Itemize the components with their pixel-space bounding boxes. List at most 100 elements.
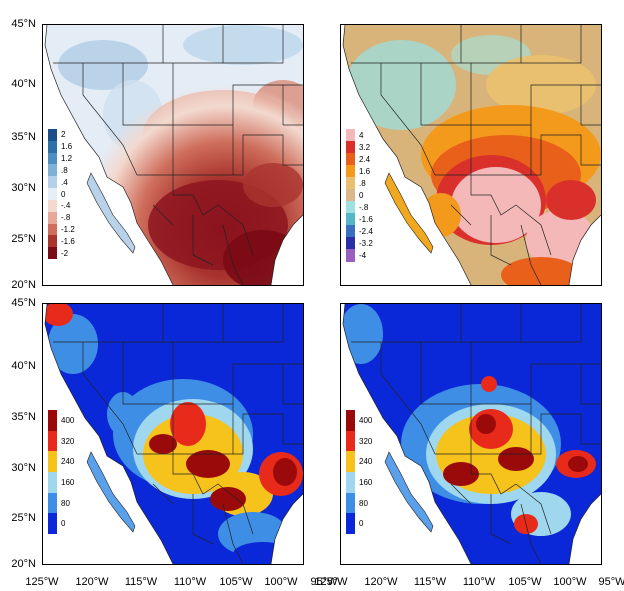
lon-label-125w-right: 125°W [314, 576, 348, 588]
map-panel-top-right: 4 3.2 2.4 1.6 .8 0 -.8 -1.6 -2.4 -3.2 -4 [340, 24, 602, 286]
colorbar-label-top-left-0: 2 [61, 130, 66, 140]
colorbar-label-top-left-5: 0 [61, 189, 66, 199]
state-borders-bottom-right [342, 304, 601, 564]
colorbar-label-bottom-right-1: 320 [359, 436, 373, 446]
state-borders-top-left [44, 25, 303, 285]
colorbar-swatch-top-left-10 [48, 247, 57, 260]
colorbar-label-top-left-4: .4 [61, 177, 68, 187]
colorbar-label-bottom-left-1: 320 [61, 436, 75, 446]
colorbar-bottom-right: 400 320 240 160 80 0 [346, 410, 378, 535]
lat-label-20n-bottom: 20°N [11, 558, 36, 570]
map-panel-bottom-left: 400 320 240 160 80 0 [42, 303, 304, 565]
colorbar-label-bottom-left-5: 0 [61, 519, 66, 529]
baja-peninsula-bottom-left [86, 451, 136, 533]
lon-label-125w: 125°W [25, 576, 59, 588]
lon-label-105w-right: 105°W [508, 576, 542, 588]
lon-label-100w: 100°W [264, 576, 298, 588]
lon-label-120w: 120°W [75, 576, 109, 588]
colorbar-swatch-bottom-left-3 [48, 472, 57, 494]
lon-label-115w: 115°W [124, 576, 158, 588]
baja-peninsula-bottom-right [384, 451, 434, 533]
colorbar-swatch-top-left-5 [48, 188, 57, 201]
colorbar-swatch-bottom-right-2 [346, 451, 355, 473]
lat-label-25n-bottom: 25°N [11, 512, 36, 524]
lat-label-40n-top: 40°N [11, 78, 36, 90]
colorbar-swatch-top-right-2 [346, 153, 355, 166]
map-panel-bottom-right: 400 320 240 160 80 0 [340, 303, 602, 565]
colorbar-label-top-right-1: 3.2 [359, 142, 371, 152]
colorbar-swatch-bottom-right-3 [346, 472, 355, 494]
colorbar-swatch-top-left-7 [48, 211, 57, 225]
lon-label-100w-right: 100°W [553, 576, 587, 588]
colorbar-label-top-right-10: -4 [359, 250, 367, 260]
state-borders-bottom-left [44, 304, 303, 564]
colorbar-swatch-top-left-9 [48, 235, 57, 248]
colorbar-swatch-top-left-0 [48, 129, 57, 142]
colorbar-label-bottom-right-5: 0 [359, 519, 364, 529]
lon-label-120w-right: 120°W [364, 576, 398, 588]
colorbar-label-top-right-0: 4 [359, 130, 364, 140]
colorbar-swatch-top-right-4 [346, 177, 355, 190]
colorbar-label-top-left-10: -2 [61, 248, 69, 258]
colorbar-label-top-left-8: -1.2 [61, 224, 75, 234]
colorbar-label-top-right-6: -.8 [359, 202, 369, 212]
lat-label-45n-top: 45°N [11, 18, 36, 30]
colorbar-label-bottom-right-4: 80 [359, 498, 368, 508]
map-panel-top-left: 2 1.6 1.2.8 .4 0 -.4 -.8 -1.2 -1.6 -2 [42, 24, 304, 286]
lat-label-35n-top: 35°N [11, 131, 36, 143]
colorbar-label-bottom-right-3: 160 [359, 477, 373, 487]
lat-label-40n-bottom: 40°N [11, 360, 36, 372]
map-top-right-svg [342, 25, 601, 285]
baja-peninsula-top-left [86, 172, 136, 254]
colorbar-swatch-top-left-3 [48, 164, 57, 177]
colorbar-swatch-bottom-left-4 [48, 492, 57, 514]
colorbar-swatch-top-right-8 [346, 225, 355, 238]
colorbar-label-top-left-6: -.4 [61, 201, 71, 211]
colorbar-label-top-right-5: 0 [359, 190, 364, 200]
lon-label-105w: 105°W [219, 576, 253, 588]
colorbar-top-right: 4 3.2 2.4 1.6 .8 0 -.8 -1.6 -2.4 -3.2 -4 [346, 129, 380, 262]
lat-label-30n-bottom: 30°N [11, 462, 36, 474]
colorbar-swatch-bottom-left-2 [48, 451, 57, 473]
colorbar-swatch-bottom-right-0 [346, 410, 355, 432]
colorbar-label-top-right-3: 1.6 [359, 166, 371, 176]
colorbar-swatch-top-left-2 [48, 152, 57, 165]
colorbar-swatch-top-left-8 [48, 223, 57, 236]
colorbar-label-top-right-7: -1.6 [359, 214, 373, 224]
colorbar-swatch-bottom-left-5 [48, 513, 57, 535]
colorbar-swatch-top-right-7 [346, 213, 355, 226]
colorbar-swatch-top-right-9 [346, 237, 355, 250]
lat-label-45n-bottom: 45°N [11, 297, 36, 309]
colorbar-swatch-top-left-1 [48, 140, 57, 154]
colorbar-swatch-top-right-6 [346, 201, 355, 214]
lat-label-20n-top: 20°N [11, 279, 36, 291]
colorbar-swatch-top-right-5 [346, 189, 355, 202]
colorbar-swatch-bottom-right-1 [346, 430, 355, 452]
colorbar-label-top-right-4: .8 [359, 178, 366, 188]
colorbar-label-top-left-9: -1.6 [61, 236, 75, 246]
colorbar-label-top-right-9: -3.2 [359, 238, 373, 248]
map-bottom-left-svg [44, 304, 303, 564]
lat-label-25n-top: 25°N [11, 233, 36, 245]
colorbar-label-bottom-left-2: 240 [61, 457, 75, 467]
colorbar-label-bottom-left-0: 400 [61, 415, 75, 425]
colorbar-swatch-top-right-3 [346, 165, 355, 178]
lon-label-95w: 95°W [310, 576, 338, 588]
baja-peninsula-top-right [384, 172, 434, 254]
map-top-left-svg [44, 25, 303, 285]
lon-label-110w-right: 110°W [462, 576, 496, 588]
colorbar-label-top-left-1: 1.6 [61, 142, 73, 152]
colorbar-swatch-top-right-1 [346, 141, 355, 154]
colorbar-swatch-top-left-4 [48, 176, 57, 189]
colorbar-swatch-top-left-6 [48, 199, 57, 213]
lat-label-30n-top: 30°N [11, 182, 36, 194]
colorbar-label-top-left-7: -.8 [61, 213, 71, 223]
colorbar-swatch-top-right-10 [346, 249, 355, 262]
colorbar-swatch-bottom-right-5 [346, 513, 355, 535]
colorbar-label-bottom-left-4: 80 [61, 498, 70, 508]
colorbar-bottom-left: 400 320 240 160 80 0 [48, 410, 80, 535]
lon-label-110w: 110°W [173, 576, 207, 588]
colorbar-label-top-left-3: .8 [61, 165, 68, 175]
colorbar-label-bottom-right-2: 240 [359, 457, 373, 467]
map-bottom-right-svg [342, 304, 601, 564]
